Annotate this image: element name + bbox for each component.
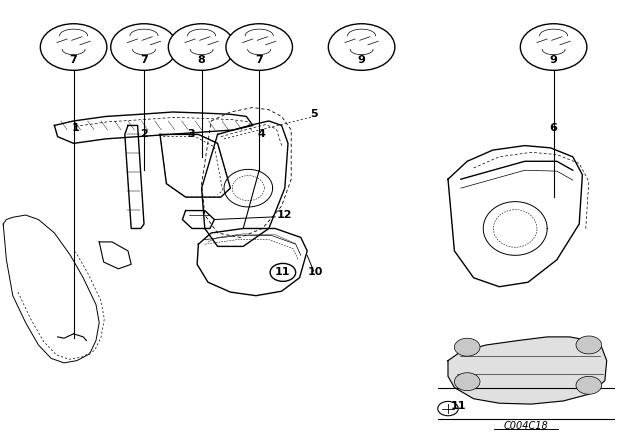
Text: 3: 3 [187, 129, 195, 139]
Text: 11: 11 [451, 401, 466, 411]
Circle shape [226, 24, 292, 70]
Circle shape [168, 24, 235, 70]
Text: 4: 4 [258, 129, 266, 139]
Circle shape [40, 24, 107, 70]
Text: 6: 6 [550, 123, 557, 133]
Circle shape [454, 338, 480, 356]
Text: 7: 7 [255, 55, 263, 65]
Circle shape [520, 24, 587, 70]
Text: 11: 11 [275, 267, 291, 277]
Text: 1: 1 [72, 123, 79, 133]
Polygon shape [448, 337, 607, 404]
Text: 8: 8 [198, 55, 205, 65]
Circle shape [111, 24, 177, 70]
Circle shape [270, 263, 296, 281]
Text: 2: 2 [140, 129, 148, 139]
Circle shape [438, 401, 458, 416]
Text: 9: 9 [550, 55, 557, 65]
Text: 7: 7 [140, 55, 148, 65]
Circle shape [576, 336, 602, 354]
Text: C004C18: C004C18 [504, 421, 548, 431]
Circle shape [328, 24, 395, 70]
Text: 12: 12 [277, 210, 292, 220]
Text: 7: 7 [70, 55, 77, 65]
Circle shape [576, 376, 602, 394]
Text: 10: 10 [308, 267, 323, 277]
Circle shape [454, 373, 480, 391]
Text: 5: 5 [310, 109, 317, 119]
Text: 9: 9 [358, 55, 365, 65]
